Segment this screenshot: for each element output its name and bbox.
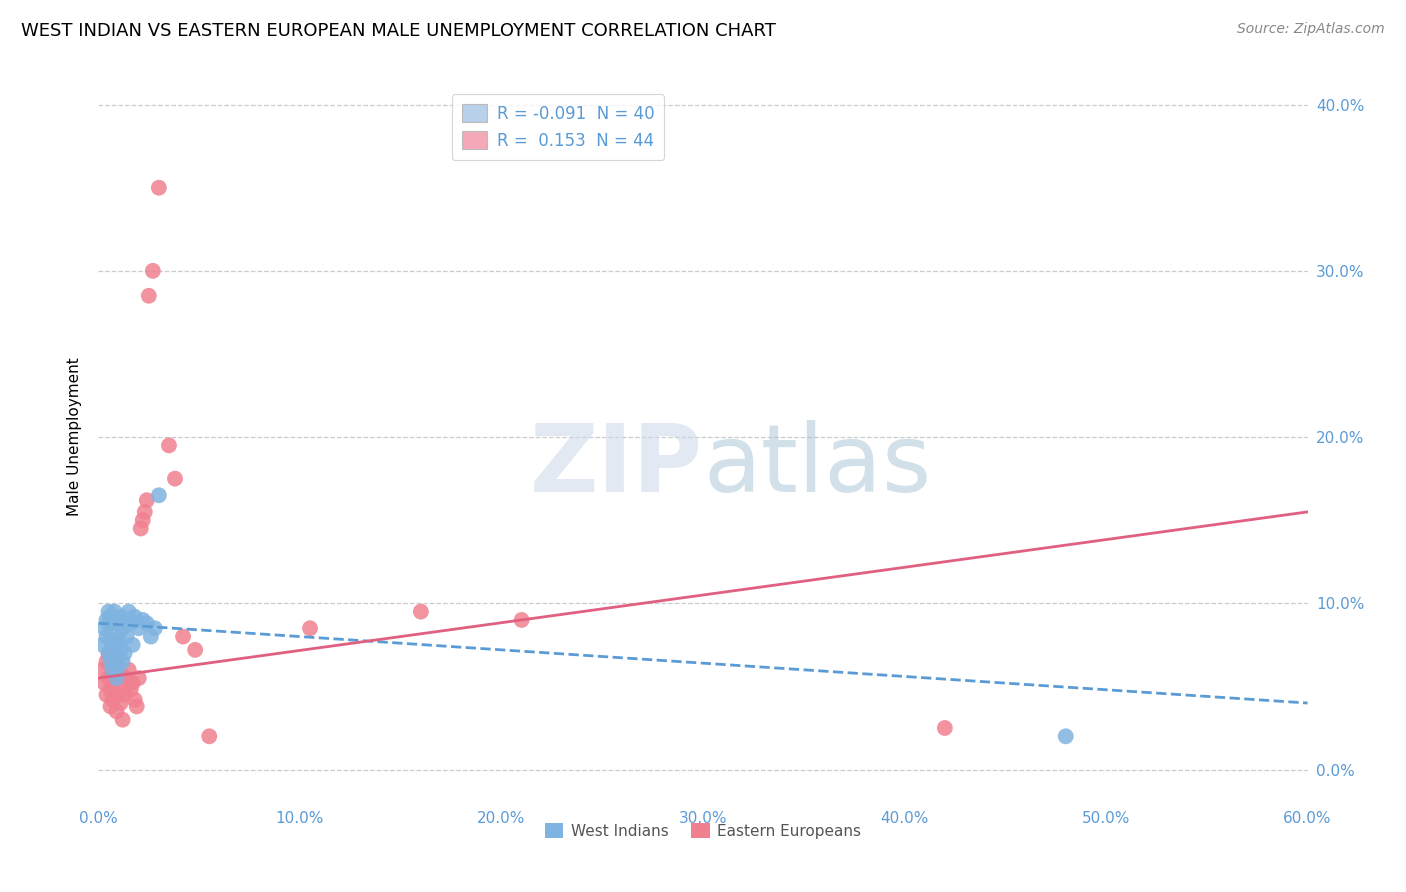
Point [114,688,136,702]
Point [125,699,148,714]
Text: Source: ZipAtlas.com: Source: ZipAtlas.com [1237,22,1385,37]
Point [107,659,129,673]
Point [111,680,134,694]
Point [97,671,120,685]
Point [96,688,118,702]
Text: WEST INDIAN VS EASTERN EUROPEAN MALE UNEMPLOYMENT CORRELATION CHART: WEST INDIAN VS EASTERN EUROPEAN MALE UNE… [21,22,776,40]
Point [148,180,170,194]
Point [124,692,146,706]
Point [107,688,129,702]
Y-axis label: Male Unemployment: Male Unemployment [67,358,83,516]
Point [124,609,146,624]
Point [105,671,128,685]
Point [934,721,956,735]
Point [110,696,132,710]
Point [93,621,115,635]
Point [105,705,128,719]
Point [110,609,132,624]
Point [91,663,114,677]
Point [96,630,118,644]
Point [100,655,122,669]
Legend: West Indians, Eastern Europeans: West Indians, Eastern Europeans [537,815,869,847]
Point [105,671,128,685]
Point [121,676,143,690]
Point [105,638,128,652]
Point [128,621,150,635]
Point [100,682,122,697]
Point [103,626,125,640]
Point [96,613,118,627]
Point [93,676,115,690]
Point [101,663,124,677]
Point [114,613,136,627]
Point [107,632,129,647]
Point [101,666,124,681]
Point [184,643,207,657]
Point [1054,729,1077,743]
Point [132,613,155,627]
Point [100,609,122,624]
Point [115,671,138,685]
Text: ZIP: ZIP [530,420,703,512]
Point [103,655,125,669]
Point [97,646,120,660]
Point [409,605,432,619]
Text: atlas: atlas [703,420,931,512]
Point [163,472,186,486]
Point [101,643,124,657]
Point [198,729,221,743]
Point [101,692,124,706]
Point [132,513,155,527]
Point [139,630,162,644]
Point [157,438,180,452]
Point [107,659,129,673]
Point [142,264,165,278]
Point [115,630,138,644]
Point [105,613,128,627]
Point [97,646,120,660]
Point [118,605,141,619]
Point [100,632,122,647]
Point [96,655,118,669]
Point [138,289,160,303]
Point [148,488,170,502]
Point [120,682,142,697]
Point [110,643,132,657]
Point [118,663,141,677]
Point [103,649,125,664]
Point [510,613,533,627]
Point [135,493,157,508]
Point [111,713,134,727]
Point [120,616,142,631]
Point [91,638,114,652]
Point [135,616,157,631]
Point [110,666,132,681]
Point [103,680,125,694]
Point [97,605,120,619]
Point [107,616,129,631]
Point [100,699,122,714]
Point [172,630,194,644]
Point [129,521,152,535]
Point [299,621,322,635]
Point [97,616,120,631]
Point [111,655,134,669]
Point [134,505,156,519]
Point [103,605,125,619]
Point [111,621,134,635]
Point [101,616,124,631]
Point [128,671,150,685]
Point [143,621,166,635]
Point [114,646,136,660]
Point [121,638,143,652]
